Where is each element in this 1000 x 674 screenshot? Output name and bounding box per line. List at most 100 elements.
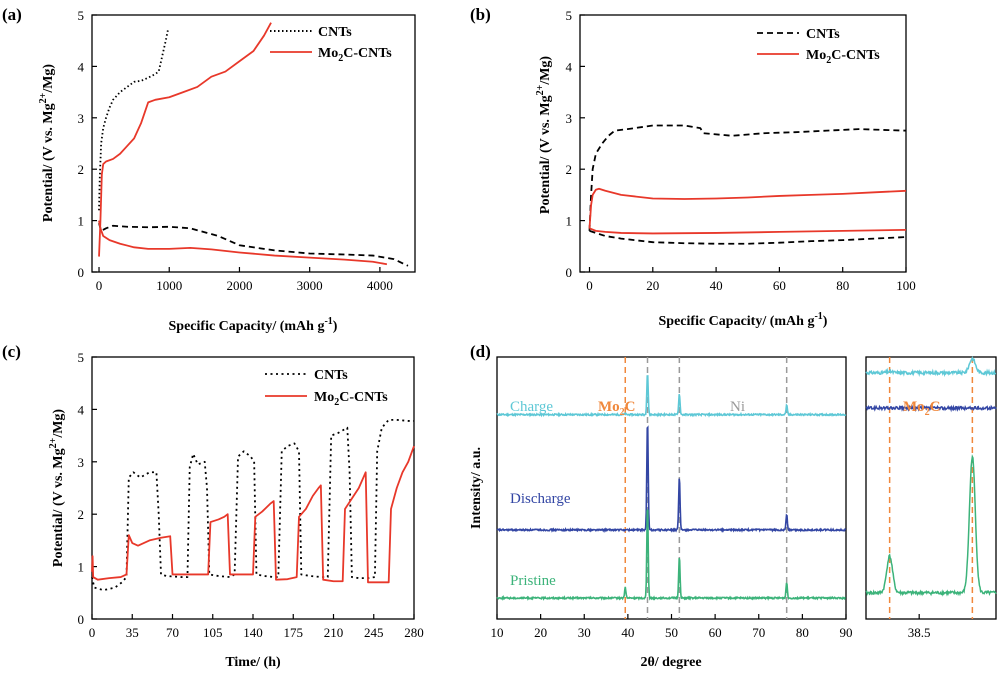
- series-line-mo2c-cnts-charge: [98, 22, 272, 257]
- panel-b-ticks: 0 20 40 60 80 100 0 1 2 3 4 5: [566, 8, 916, 293]
- x-tick-label: 100: [896, 278, 916, 293]
- x-tick-label: 35: [126, 625, 139, 640]
- panel-b-legend-cnt-label: CNTs: [806, 27, 840, 42]
- y-tick-label: 1: [566, 214, 573, 229]
- panel-c-legend: CNTs Mo2C-CNTs: [265, 368, 388, 408]
- series-line-cnts-discharge: [589, 230, 907, 245]
- y-tick-label: 2: [78, 162, 85, 177]
- x-tick-label: 2000: [226, 278, 252, 293]
- y-tick-label: 5: [78, 350, 85, 365]
- panel-c-x-title: Time/ (h): [225, 655, 281, 670]
- panel-c-label: (c): [2, 342, 21, 361]
- x-tick-label: 20: [646, 278, 659, 293]
- xrd-pattern-pristine: [496, 509, 846, 601]
- y-tick-label: 2: [78, 507, 85, 522]
- panel-d-y-title: Intensity/ a.u.: [469, 447, 484, 529]
- y-tick-label: 3: [566, 111, 573, 126]
- series-line-cnts: [91, 418, 414, 592]
- panel-a-x-title: Specific Capacity/ (mAh g-1): [169, 316, 338, 334]
- x-tick-label: 140: [243, 625, 263, 640]
- x-tick-label: 40: [621, 625, 634, 640]
- y-tick-label: 3: [78, 455, 85, 470]
- panel-a-label: (a): [2, 5, 22, 24]
- panel-d-mo2c-label: Mo2C: [598, 399, 636, 418]
- x-tick-label: 80: [836, 278, 849, 293]
- x-tick-label: 70: [752, 625, 765, 640]
- x-tick-label: 50: [665, 625, 678, 640]
- panel-a-legend-cnt-label: CNTs: [318, 25, 352, 40]
- series-line-mo2c-cnts-discharge: [589, 227, 907, 235]
- panel-a-lines: [98, 22, 409, 267]
- x-tick-label: 175: [284, 625, 304, 640]
- x-tick-label: 80: [796, 625, 809, 640]
- panel-a-frame: [91, 14, 416, 273]
- y-tick-label: 0: [566, 265, 573, 280]
- panel-a-legend-mo2c-label: Mo2C-CNTs: [318, 46, 392, 64]
- panel-d-pristine-label: Pristine: [510, 573, 556, 589]
- y-tick-label: 1: [78, 214, 85, 229]
- panel-b-frame: [579, 14, 907, 273]
- y-tick-label: 4: [78, 59, 85, 74]
- panel-d-lines: [496, 375, 847, 601]
- y-tick-label: 5: [566, 8, 573, 23]
- x-tick-label: 3000: [297, 278, 323, 293]
- panel-d-charge-label: Charge: [510, 399, 553, 415]
- x-tick-label: 10: [491, 625, 504, 640]
- panel-c-ticks: 0 35 70 105 140 175 210 245 280 0 1 2 3 4 5: [78, 350, 424, 640]
- panel-a-legend: CNTs Mo2C-CNTs: [270, 25, 392, 64]
- series-line-cnts-charge: [588, 124, 907, 231]
- panel-a-y-title: Potential/ (V vs. Mg2+/Mg): [38, 64, 56, 223]
- panel-d-ticks: 10 20 30 40 50 60 70 80 90: [491, 614, 853, 640]
- panel-c-y-title: Potential/ (V vs. Mg2+/Mg): [48, 409, 66, 568]
- x-tick-label: 38.5: [908, 625, 931, 640]
- panel-b-legend-mo2c-label: Mo2C-CNTs: [806, 48, 880, 66]
- x-tick-label: 210: [324, 625, 344, 640]
- y-tick-label: 4: [566, 59, 573, 74]
- panel-b-legend: CNTs Mo2C-CNTs: [757, 27, 880, 66]
- panel-a-ticks: 0 1000 2000 3000 4000 0 1 2 3 4 5: [78, 8, 393, 293]
- x-tick-label: 105: [203, 625, 223, 640]
- x-tick-label: 280: [404, 625, 424, 640]
- panel-b-label: (b): [470, 5, 491, 24]
- x-tick-label: 40: [710, 278, 723, 293]
- panel-d-inset: 38.5 Mo2C: [865, 355, 997, 640]
- panel-c-legend-cnt-label: CNTs: [314, 368, 348, 383]
- panel-c: (c) 0 35 70 105 140 175 210 245 280 0 1 2 3 4 5 CNTs M…: [2, 342, 424, 670]
- panel-d-ni-label: Ni: [730, 399, 745, 415]
- y-tick-label: 3: [78, 111, 85, 126]
- series-line-cnts-charge: [98, 30, 169, 211]
- panel-d-label: (d): [470, 342, 491, 361]
- panel-c-lines: [91, 418, 415, 592]
- x-tick-label: 4000: [367, 278, 393, 293]
- panel-d-x-title: 2θ/ degree: [640, 655, 701, 670]
- xrd-pattern-discharge: [496, 425, 847, 534]
- inset-pattern-discharge: [865, 404, 997, 413]
- inset-pattern-charge: [865, 355, 997, 378]
- x-tick-label: 60: [709, 625, 722, 640]
- y-tick-label: 0: [78, 265, 85, 280]
- y-tick-label: 5: [78, 8, 85, 23]
- x-tick-label: 70: [166, 625, 179, 640]
- panel-d: (d) 10 20 30 40 50 60 70 80 90 Charge Discharge …: [469, 342, 853, 670]
- panel-a: (a) 0 1000 2000 3000 4000 0 1 2 3 4 5 CNTs Mo2C-CN…: [2, 5, 416, 334]
- x-tick-label: 0: [586, 278, 593, 293]
- panel-b: (b) 0 20 40 60 80 100 0 1 2 3 4 5 CNTs Mo2C-CNTs Sp…: [470, 5, 916, 329]
- y-tick-label: 4: [78, 402, 85, 417]
- inset-reference-lines: [888, 357, 974, 619]
- x-tick-label: 20: [534, 625, 547, 640]
- x-tick-label: 0: [89, 625, 96, 640]
- x-tick-label: 1000: [156, 278, 182, 293]
- x-tick-label: 90: [840, 625, 853, 640]
- panel-b-x-title: Specific Capacity/ (mAh g-1): [659, 311, 828, 329]
- inset-frame: [865, 356, 997, 620]
- panel-b-y-title: Potential/ (V vs. Mg2+/Mg): [535, 56, 553, 215]
- inset-ticks: 38.5: [908, 614, 931, 640]
- x-tick-label: 245: [364, 625, 384, 640]
- inset-lines: [865, 355, 997, 597]
- y-tick-label: 2: [566, 162, 573, 177]
- series-line-mo2c-cnts-discharge: [98, 220, 388, 266]
- panel-d-discharge-label: Discharge: [510, 491, 571, 507]
- panel-c-legend-mo2c-label: Mo2C-CNTs: [314, 390, 388, 408]
- inset-mo2c-label: Mo2C: [903, 399, 941, 418]
